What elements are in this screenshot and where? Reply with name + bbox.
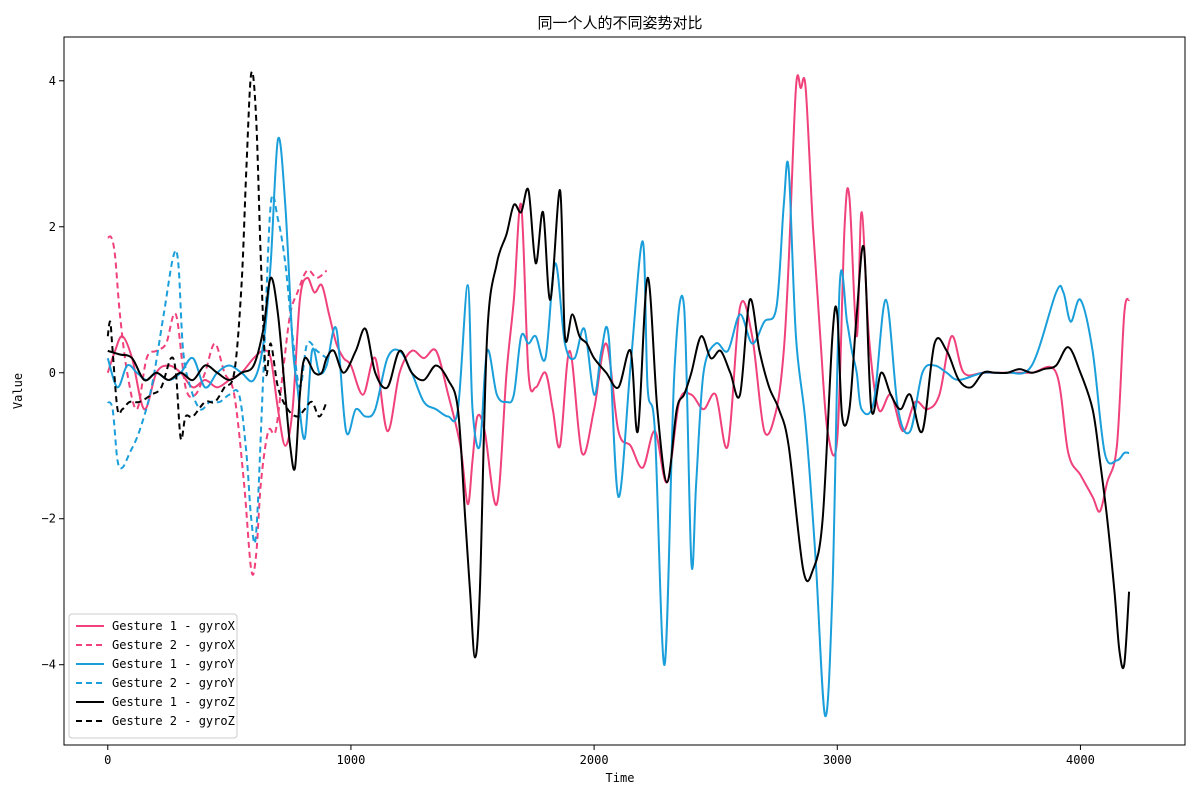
x-axis-label: Time	[606, 771, 635, 785]
x-tick-label: 4000	[1066, 753, 1095, 767]
y-axis-label: Value	[11, 373, 25, 409]
legend-label-gesture-2-gyroy: Gesture 2 - gyroY	[112, 676, 236, 690]
legend-label-gesture-2-gyrox: Gesture 2 - gyroX	[112, 638, 236, 652]
series-layer	[106, 70, 1131, 718]
y-tick-label: −4	[42, 658, 56, 672]
series-line-gesture-1-gyroy	[106, 136, 1130, 718]
x-tick-label: 1000	[336, 753, 365, 767]
legend-box	[68, 613, 238, 739]
legend-label-gesture-1-gyrox: Gesture 1 - gyroX	[112, 619, 236, 633]
plot-frame	[63, 36, 1186, 746]
x-axis: 0 1000 2000 3000 4000	[104, 745, 1095, 767]
series-line-gesture-2-gyroy	[106, 194, 328, 545]
y-tick-label: 0	[49, 366, 56, 380]
series-line-gesture-1-gyrox	[106, 74, 1131, 513]
x-tick-label: 2000	[580, 753, 609, 767]
y-tick-label: 2	[49, 220, 56, 234]
chart-title: 同一个人的不同姿势对比	[537, 14, 702, 32]
legend-label-gesture-2-gyroz: Gesture 2 - gyroZ	[112, 714, 235, 728]
series-line-gesture-2-gyrox	[107, 235, 328, 576]
y-tick-label: −2	[42, 512, 56, 526]
series-line-gesture-1-gyroz	[107, 187, 1131, 670]
x-tick-label: 0	[104, 753, 111, 767]
legend-label-gesture-1-gyroy: Gesture 1 - gyroY	[112, 657, 236, 671]
y-tick-label: 4	[49, 74, 56, 88]
legend: Gesture 1 - gyroX Gesture 2 - gyroX Gestur…	[68, 613, 238, 739]
y-axis: −4 −2 0 2 4	[42, 74, 64, 672]
series-line-gesture-2-gyroz	[106, 70, 328, 441]
x-tick-label: 3000	[823, 753, 852, 767]
legend-label-gesture-1-gyroz: Gesture 1 - gyroZ	[112, 695, 235, 709]
